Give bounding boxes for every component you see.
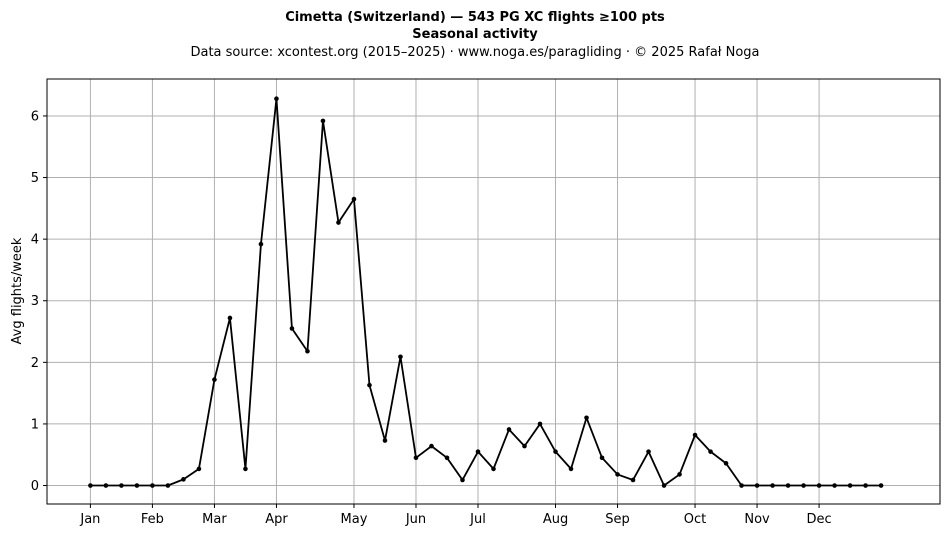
x-tick-label: May [341,512,368,527]
plot-area-frame [46,78,941,505]
data-point [336,220,341,225]
data-point [88,483,93,488]
x-tick-label: Sep [605,512,630,527]
data-point [661,483,667,488]
data-point [568,466,574,472]
data-point [212,377,217,382]
data-point [816,483,822,488]
y-tick-label: 3 [31,294,39,309]
data-point [708,449,713,454]
data-point [723,461,729,466]
y-tick-label: 1 [31,417,39,432]
data-point [553,449,558,454]
data-point [460,477,465,483]
x-tick-label: Jan [79,512,100,527]
data-point [351,196,357,202]
data-point [739,483,744,488]
data-point [506,427,512,432]
data-point [646,449,651,454]
data-point [243,466,248,472]
data-point [832,483,837,488]
x-tick-label: Nov [744,512,770,527]
y-axis-label: Avg flights/week [10,237,25,344]
data-point [181,477,186,482]
data-point [227,315,233,321]
y-tick-label: 5 [31,171,39,186]
data-point [475,449,481,454]
data-point [754,483,760,488]
data-point [770,483,775,488]
y-tick-label: 2 [31,356,39,371]
y-axis: 0 1 2 3 4 5 6 [31,109,47,494]
data-point [258,241,264,247]
x-axis: Jan Feb Mar Apr May Jun Jul Aug Sep Oct Nov Dec [79,504,832,527]
data-point [119,483,124,488]
data-point [630,477,636,483]
data-point [444,455,450,461]
data-point [320,118,326,124]
data-point [785,483,791,488]
data-point [801,483,806,488]
data-point [599,455,605,461]
data-point [677,472,682,477]
x-tick-label: Mar [202,512,227,527]
data-point [150,483,155,488]
data-point [863,483,868,488]
data-point [103,483,109,488]
x-tick-label: Feb [141,512,164,527]
x-tick-label: Jun [405,512,426,527]
x-tick-label: Dec [806,512,831,527]
data-point [382,438,388,443]
y-tick-label: 6 [31,109,39,124]
data-series [88,96,884,488]
data-source-note: Data source: xcontest.org (2015–2025) · … [190,45,759,60]
data-point [491,466,496,472]
chart-subtitle: Seasonal activity [412,27,538,42]
data-point [429,443,434,449]
x-tick-label: Aug [543,512,568,527]
data-point [196,466,202,472]
data-point [615,472,620,477]
y-tick-label: 0 [31,479,39,494]
chart-title: Cimetta (Switzerland) — 543 PG XC flight… [285,10,665,25]
data-point [305,348,310,354]
data-point [165,483,171,488]
data-point [413,455,419,461]
data-point [692,432,698,438]
x-tick-label: Jul [469,512,486,527]
data-point [398,354,403,360]
series-line [90,97,882,487]
grid-lines [47,79,940,504]
data-point [522,443,527,449]
data-point [584,415,589,421]
x-tick-label: Apr [265,512,288,527]
data-point [274,96,279,102]
x-tick-label: Oct [684,512,706,527]
data-point [367,382,372,388]
data-point [134,483,140,488]
y-tick-label: 4 [31,233,39,248]
data-point [537,421,543,427]
data-point [847,483,853,488]
data-point [289,326,295,331]
data-point [878,483,884,488]
